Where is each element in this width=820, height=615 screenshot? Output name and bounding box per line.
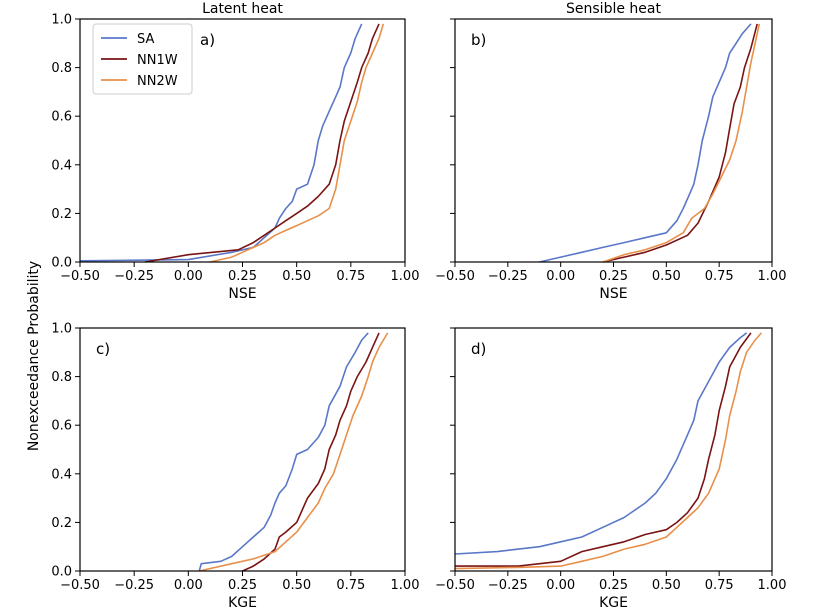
y-tick-label: 0.8 <box>51 61 72 76</box>
y-tick-label: 0.2 <box>51 516 72 531</box>
series-line-sa <box>198 332 369 572</box>
series-line-nn1w <box>242 332 380 572</box>
x-tick-label: 1.00 <box>758 578 787 593</box>
series-line-nn1w <box>144 23 380 263</box>
chart-title: Sensible heat <box>566 1 661 17</box>
y-tick-label: 0.2 <box>51 207 72 222</box>
x-tick-label: −0.50 <box>60 269 100 284</box>
x-axis-label: KGE <box>599 595 628 611</box>
x-tick-label: −0.25 <box>114 578 154 593</box>
y-tick-label: 0.6 <box>51 419 72 434</box>
axes-frame <box>454 327 773 572</box>
x-tick-label: −0.50 <box>435 269 475 284</box>
chart-title: Latent heat <box>202 1 283 17</box>
panel-3: −0.50 −0.25 0.00 0.25 0.50 0.75 1.00 0.0 0.2 0.4 0… <box>51 322 419 612</box>
panel-2: −0.50 −0.25 0.00 0.25 0.50 0.75 1.00 NSE Sensibl… <box>435 1 786 302</box>
axes-frame <box>454 18 773 263</box>
series-line-nn1w <box>602 23 758 263</box>
panel-4: −0.50 −0.25 0.00 0.25 0.50 0.75 1.00 KGE d) <box>435 327 787 611</box>
panel-tag: c) <box>96 340 110 358</box>
legend: SA NN1W NN2W <box>92 23 193 95</box>
x-tick-label: 1.00 <box>758 269 787 284</box>
y-tick-label: 1.0 <box>51 322 72 337</box>
x-tick-label: 0.00 <box>174 578 203 593</box>
x-tick-label: 0.00 <box>174 269 203 284</box>
series-line-nn2w <box>209 23 385 263</box>
series-line-sa <box>454 332 748 555</box>
panel-tag: d) <box>471 340 486 358</box>
y-tick-label: 0.4 <box>51 467 72 482</box>
x-tick-label: −0.50 <box>435 578 475 593</box>
y-tick-label: 0.6 <box>51 110 72 125</box>
legend-label-nn1w: NN1W <box>137 53 178 68</box>
panel-tag: b) <box>471 31 486 49</box>
y-tick-label: 1.0 <box>51 13 72 28</box>
figure-ylabel: Nonexceedance Probability <box>26 261 42 451</box>
x-tick-label: −0.25 <box>488 578 528 593</box>
x-tick-label: −0.50 <box>60 578 100 593</box>
legend-label-sa: SA <box>137 32 154 47</box>
y-tick-label: 0.0 <box>51 256 72 271</box>
x-axis-label: KGE <box>228 595 257 611</box>
x-tick-label: 0.25 <box>599 269 628 284</box>
legend-box <box>92 23 193 95</box>
x-tick-label: 0.00 <box>546 269 575 284</box>
series-line-nn2w <box>454 332 763 570</box>
y-tick-label: 0.0 <box>51 565 72 580</box>
x-tick-label: 0.50 <box>652 269 681 284</box>
x-tick-label: −0.25 <box>114 269 154 284</box>
x-tick-label: −0.25 <box>488 269 528 284</box>
x-tick-label: 0.75 <box>336 269 365 284</box>
x-tick-label: 0.50 <box>282 578 311 593</box>
series-line-sa <box>79 23 363 262</box>
series-line-nn2w <box>199 332 389 572</box>
x-tick-label: 0.75 <box>336 578 365 593</box>
x-tick-label: 0.75 <box>705 269 734 284</box>
y-tick-label: 0.8 <box>51 370 72 385</box>
panel-1: −0.50 −0.25 0.00 0.25 0.50 0.75 1.00 0.0 0.2 0.4 0… <box>51 1 419 302</box>
series-line-sa <box>539 23 752 263</box>
x-tick-label: 1.00 <box>391 578 420 593</box>
x-tick-label: 0.75 <box>705 578 734 593</box>
x-tick-label: 0.25 <box>599 578 628 593</box>
series-line-nn1w <box>455 332 752 567</box>
x-tick-label: 0.50 <box>652 578 681 593</box>
x-tick-label: 0.00 <box>546 578 575 593</box>
series-line-nn2w <box>602 23 761 263</box>
x-tick-label: 0.50 <box>282 269 311 284</box>
x-tick-label: 0.25 <box>228 269 257 284</box>
y-tick-label: 0.4 <box>51 158 72 173</box>
legend-label-nn2w: NN2W <box>137 74 178 89</box>
panel-tag: a) <box>200 31 215 49</box>
x-tick-label: 1.00 <box>391 269 420 284</box>
x-axis-label: NSE <box>228 286 256 302</box>
x-axis-label: NSE <box>599 286 627 302</box>
axes-frame <box>79 327 406 572</box>
x-tick-label: 0.25 <box>228 578 257 593</box>
